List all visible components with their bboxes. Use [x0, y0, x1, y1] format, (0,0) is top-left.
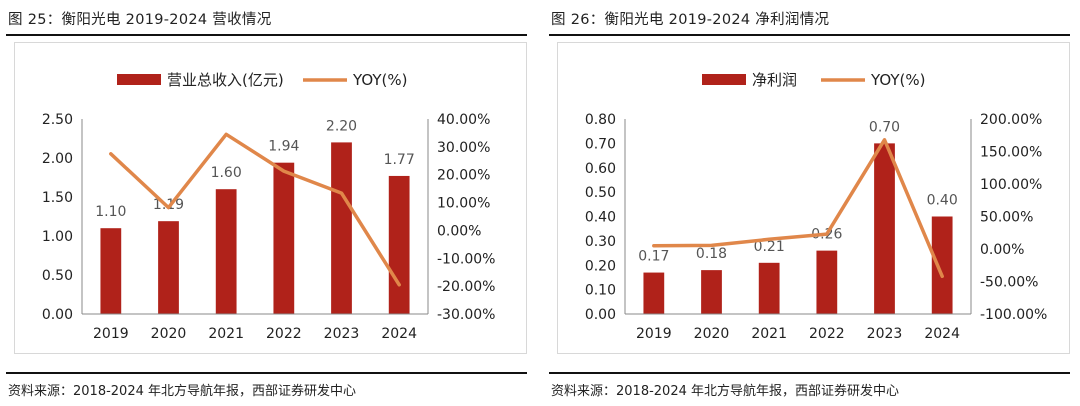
source-divider [549, 372, 1070, 374]
bar-data-label: 0.18 [696, 246, 727, 262]
x-tick-label: 2020 [151, 326, 187, 342]
y-right-tick-label: -10.00% [437, 251, 495, 267]
y-left-tick-label: 1.50 [42, 190, 73, 206]
bar [701, 270, 722, 314]
y-left-tick-label: 0.70 [585, 136, 616, 152]
bar [643, 272, 665, 314]
y-right-tick-label: 10.00% [437, 196, 490, 212]
y-left-tick-label: 0.20 [585, 258, 616, 274]
y-left-tick-label: 0.40 [585, 210, 616, 226]
x-tick-label: 2023 [867, 326, 903, 342]
bar-data-label: 2.20 [326, 118, 357, 134]
x-tick-label: 2024 [381, 326, 417, 342]
source-divider [6, 372, 527, 374]
legend-line-label: YOY(%) [352, 71, 407, 89]
net-profit-chart-svg: 0.00 0.10 0.20 0.30 0.40 0.50 0.60 0.70 0.80 -100… [585, 71, 1048, 342]
x-tick-label: 2021 [208, 326, 244, 342]
y-right-tick-label: 0.00% [437, 223, 481, 239]
bar [816, 250, 838, 314]
bar-data-label: 1.77 [384, 152, 415, 168]
y-left-tick-label: 0.00 [42, 307, 73, 323]
y-left-tick-label: 0.80 [585, 112, 616, 128]
source-note: 资料来源：2018-2024 年北方导航年报，西部证券研发中心 [551, 384, 899, 399]
y-left-tick-label: 0.60 [585, 161, 616, 177]
bar-data-label: 0.17 [638, 249, 669, 265]
figure-title: 图 25：衡阳光电 2019-2024 营收情况 [8, 12, 272, 28]
y-right-tick-label: 40.00% [437, 112, 490, 128]
legend-bar-label: 净利润 [752, 71, 797, 89]
y-left-tick-label: 2.00 [42, 151, 73, 167]
chart-area: 0.00 0.10 0.20 0.30 0.40 0.50 0.60 0.70 0.80 -100… [557, 42, 1070, 354]
bar-data-label: 1.60 [211, 165, 242, 181]
x-tick-label: 2024 [924, 326, 960, 342]
y-left-tick-label: 0.10 [585, 283, 616, 299]
yoy-series-line [652, 138, 944, 279]
revenue-chart-svg: 0.00 0.50 1.00 1.50 2.00 2.50 -30.00% -20.00% -1… [42, 71, 496, 342]
legend-bar-swatch [702, 74, 746, 85]
legend-bar-swatch [117, 74, 161, 85]
y-left-tick-label: 2.50 [42, 112, 73, 128]
bar [100, 228, 122, 314]
y-right-tick-label: 20.00% [437, 168, 490, 184]
y-left-tick-label: 1.00 [42, 229, 73, 245]
x-tick-label: 2019 [636, 326, 672, 342]
y-right-tick-label: -50.00% [980, 275, 1038, 291]
title-divider [549, 34, 1070, 36]
chart-panel-revenue: 图 25：衡阳光电 2019-2024 营收情况 0.00 0.50 1.00 1.5… [6, 0, 531, 406]
y-left-tick-label: 0.30 [585, 234, 616, 250]
x-tick-label: 2022 [266, 326, 302, 342]
bar [158, 221, 179, 314]
bar-data-label: 1.10 [95, 204, 126, 220]
y-right-tick-label: -30.00% [437, 307, 495, 323]
bar [874, 143, 895, 314]
y-right-tick-label: 30.00% [437, 140, 490, 156]
y-left-tick-label: 0.00 [585, 307, 616, 323]
title-divider [6, 34, 527, 36]
y-right-tick-label: 50.00% [980, 210, 1033, 226]
bar-data-label: 0.40 [927, 193, 958, 209]
bar-data-label: 0.70 [869, 119, 900, 135]
y-left-tick-label: 0.50 [42, 268, 73, 284]
y-right-tick-label: -20.00% [437, 279, 495, 295]
bar [931, 216, 953, 314]
x-tick-label: 2021 [751, 326, 787, 342]
y-right-tick-label: 200.00% [980, 112, 1042, 128]
bar [331, 142, 352, 314]
yoy-series-line [109, 132, 401, 287]
y-right-tick-label: 150.00% [980, 145, 1042, 161]
x-tick-label: 2020 [694, 326, 730, 342]
bar [215, 189, 237, 314]
bar-data-label: 1.94 [268, 139, 299, 155]
x-tick-label: 2019 [93, 326, 129, 342]
legend-bar-label: 营业总收入(亿元) [167, 71, 284, 89]
chart-area: 0.00 0.50 1.00 1.50 2.00 2.50 -30.00% -20.00% -1… [14, 42, 527, 354]
bar [273, 162, 295, 314]
bar [388, 175, 410, 314]
y-right-tick-label: 100.00% [980, 177, 1042, 193]
x-tick-label: 2023 [324, 326, 360, 342]
x-tick-label: 2022 [809, 326, 845, 342]
bar-data-label: 0.21 [754, 239, 785, 255]
y-right-tick-label: 0.00% [980, 242, 1024, 258]
figure-title: 图 26：衡阳光电 2019-2024 净利润情况 [551, 12, 830, 28]
chart-panel-net-profit: 图 26：衡阳光电 2019-2024 净利润情况 0.00 0.10 0.20 0.… [549, 0, 1074, 406]
y-left-tick-label: 0.50 [585, 185, 616, 201]
y-right-tick-label: -100.00% [980, 307, 1047, 323]
source-note: 资料来源：2018-2024 年北方导航年报，西部证券研发中心 [8, 384, 356, 399]
bar [758, 262, 780, 314]
legend-line-label: YOY(%) [870, 71, 925, 89]
